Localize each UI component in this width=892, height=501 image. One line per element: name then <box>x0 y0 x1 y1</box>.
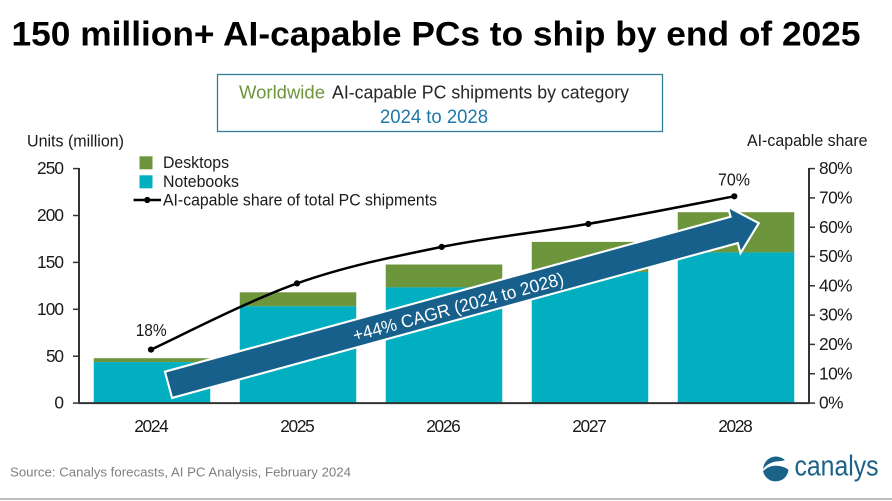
svg-text:2026: 2026 <box>426 416 460 436</box>
svg-text:AI-capable share of total PC s: AI-capable share of total PC shipments <box>163 192 437 210</box>
svg-text:10%: 10% <box>819 363 853 383</box>
svg-text:80%: 80% <box>819 158 853 178</box>
svg-text:18%: 18% <box>136 320 167 340</box>
svg-text:AI-capable PC shipments by cat: AI-capable PC shipments by category <box>332 81 630 102</box>
svg-text:2024: 2024 <box>134 416 169 436</box>
svg-text:30%: 30% <box>819 305 853 325</box>
svg-text:0%: 0% <box>819 393 844 413</box>
svg-text:200: 200 <box>37 205 64 225</box>
svg-text:100: 100 <box>37 299 64 319</box>
svg-text:Notebooks: Notebooks <box>163 173 239 191</box>
svg-text:canalys: canalys <box>795 451 879 483</box>
svg-text:60%: 60% <box>819 217 853 237</box>
svg-text:Source: Canalys forecasts, AI: Source: Canalys forecasts, AI PC Analysi… <box>10 465 351 480</box>
svg-text:2024 to 2028: 2024 to 2028 <box>380 107 488 128</box>
svg-text:2027: 2027 <box>572 416 606 436</box>
svg-text:150 million+ AI-capable PCs to: 150 million+ AI-capable PCs to ship by e… <box>12 16 861 54</box>
svg-text:Worldwide: Worldwide <box>239 81 325 102</box>
svg-text:250: 250 <box>37 158 64 178</box>
svg-text:AI-capable share: AI-capable share <box>747 132 868 150</box>
svg-text:0: 0 <box>54 393 64 413</box>
svg-text:70%: 70% <box>819 188 853 208</box>
svg-text:50: 50 <box>46 346 64 366</box>
svg-text:2025: 2025 <box>280 416 314 436</box>
svg-text:50%: 50% <box>819 246 853 266</box>
svg-text:70%: 70% <box>718 170 750 190</box>
svg-text:Units (million): Units (million) <box>27 133 124 151</box>
svg-text:2028: 2028 <box>718 416 752 436</box>
svg-text:150: 150 <box>37 252 64 272</box>
svg-text:Desktops: Desktops <box>163 154 229 172</box>
svg-text:40%: 40% <box>819 275 853 295</box>
svg-text:20%: 20% <box>819 334 853 354</box>
